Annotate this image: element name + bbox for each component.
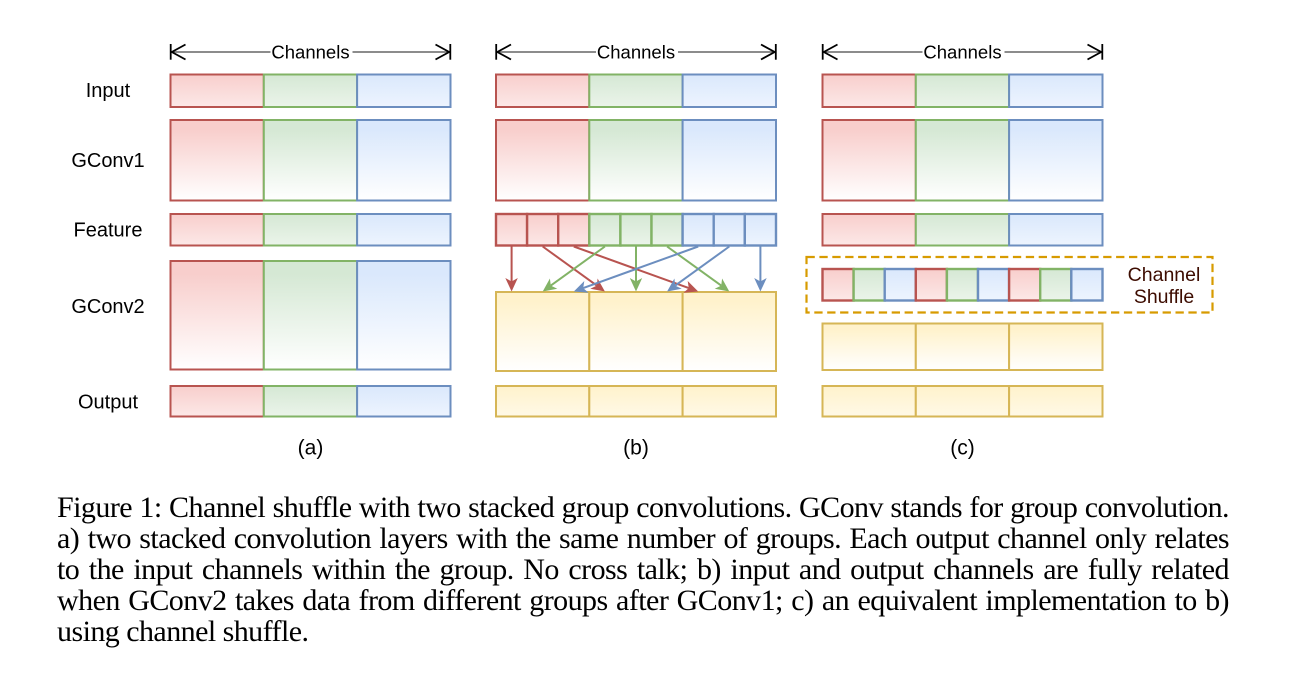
svg-text:Channels: Channels — [271, 42, 349, 63]
svg-text:(b): (b) — [623, 437, 649, 460]
svg-text:(a): (a) — [298, 437, 324, 460]
svg-text:GConv2: GConv2 — [71, 296, 144, 318]
svg-text:Channel: Channel — [1128, 264, 1201, 286]
svg-text:Feature: Feature — [74, 220, 143, 242]
svg-text:Channels: Channels — [597, 42, 675, 63]
svg-text:Input: Input — [86, 80, 131, 102]
svg-text:Output: Output — [78, 392, 138, 414]
svg-text:Channels: Channels — [923, 42, 1001, 63]
svg-text:Shuffle: Shuffle — [1134, 286, 1194, 308]
svg-text:(c): (c) — [950, 437, 975, 460]
svg-text:GConv1: GConv1 — [71, 150, 144, 172]
